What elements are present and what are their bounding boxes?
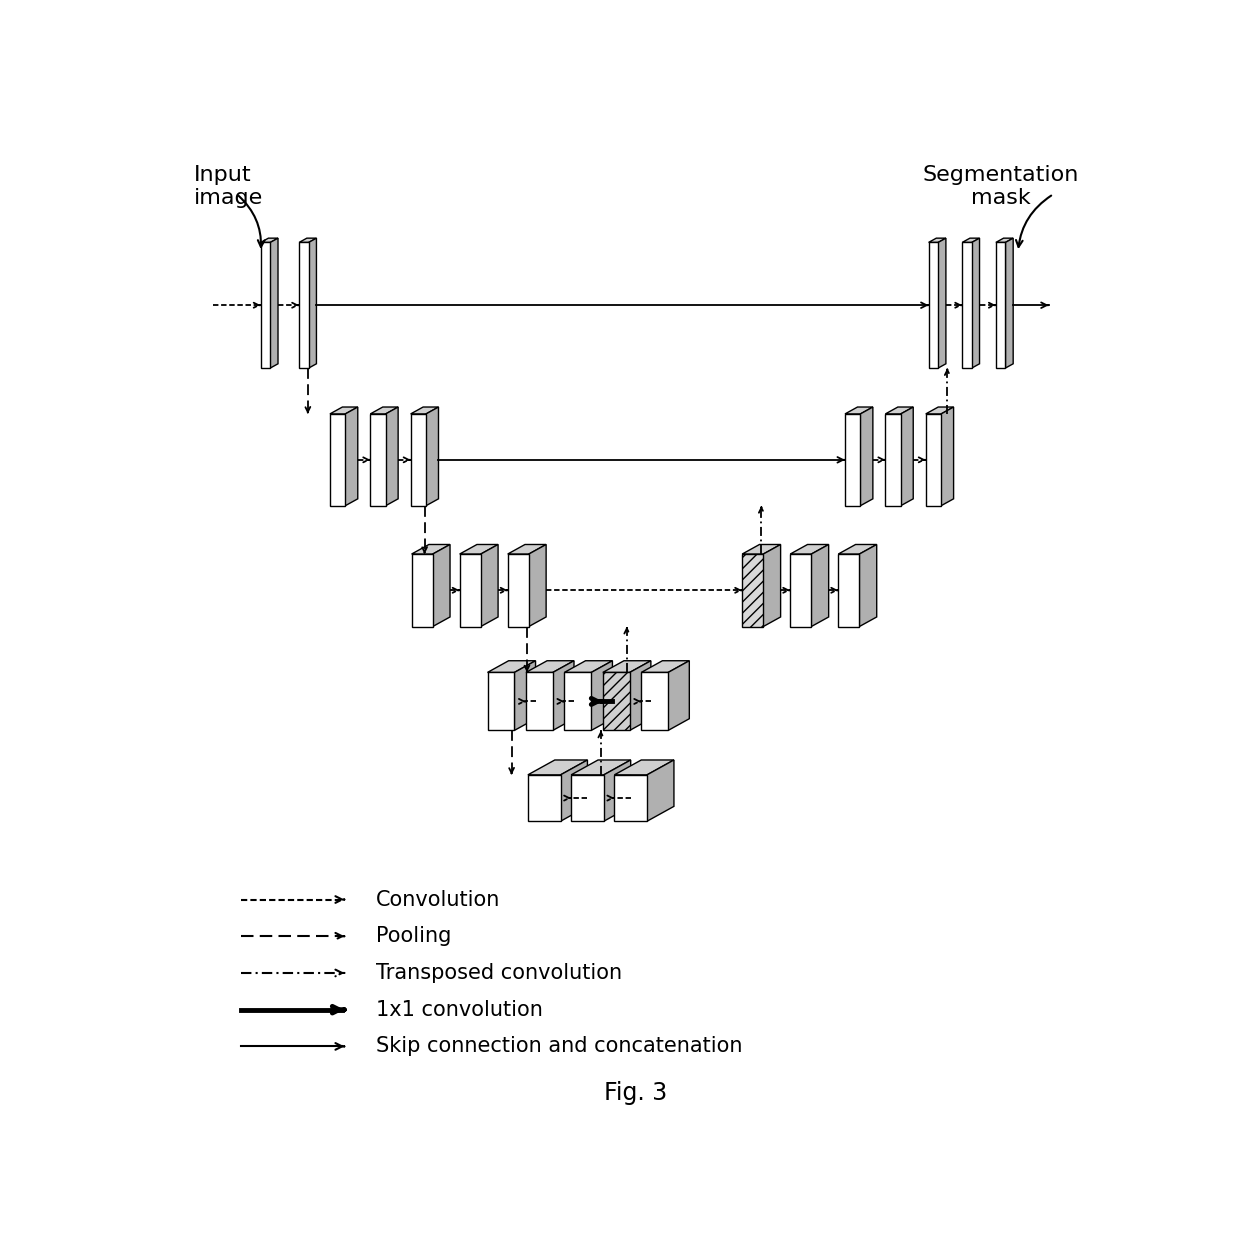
Polygon shape [412, 553, 433, 626]
Polygon shape [900, 407, 913, 506]
Polygon shape [668, 660, 689, 730]
Polygon shape [844, 414, 861, 506]
Polygon shape [743, 545, 781, 553]
Polygon shape [553, 660, 574, 730]
Polygon shape [838, 545, 877, 553]
Text: Convolution: Convolution [376, 890, 501, 910]
Polygon shape [560, 761, 588, 821]
Polygon shape [371, 407, 398, 414]
Text: Input
image: Input image [193, 166, 263, 208]
Polygon shape [572, 774, 604, 821]
Polygon shape [941, 407, 954, 506]
Polygon shape [481, 545, 498, 626]
Polygon shape [412, 545, 450, 553]
Polygon shape [260, 238, 278, 242]
Polygon shape [345, 407, 358, 506]
Polygon shape [603, 660, 651, 673]
Polygon shape [299, 238, 316, 242]
Polygon shape [564, 660, 613, 673]
Polygon shape [526, 660, 574, 673]
Polygon shape [591, 660, 613, 730]
Polygon shape [811, 545, 828, 626]
Polygon shape [410, 407, 439, 414]
Polygon shape [641, 673, 668, 730]
Polygon shape [433, 545, 450, 626]
Text: Pooling: Pooling [376, 926, 451, 946]
Polygon shape [859, 545, 877, 626]
Polygon shape [929, 238, 946, 242]
Polygon shape [885, 407, 913, 414]
Polygon shape [641, 660, 689, 673]
Polygon shape [996, 238, 1013, 242]
Text: Segmentation
mask: Segmentation mask [923, 166, 1079, 208]
Text: Transposed convolution: Transposed convolution [376, 963, 622, 983]
Polygon shape [885, 414, 900, 506]
Polygon shape [260, 242, 270, 368]
Polygon shape [528, 545, 546, 626]
Polygon shape [460, 553, 481, 626]
Polygon shape [844, 407, 873, 414]
Text: Fig. 3: Fig. 3 [604, 1081, 667, 1104]
Polygon shape [526, 673, 553, 730]
Polygon shape [330, 414, 345, 506]
Polygon shape [309, 238, 316, 368]
Polygon shape [614, 761, 675, 774]
Polygon shape [572, 761, 631, 774]
Polygon shape [962, 238, 980, 242]
Polygon shape [647, 761, 675, 821]
Polygon shape [487, 660, 536, 673]
Polygon shape [487, 673, 515, 730]
Polygon shape [564, 673, 591, 730]
Polygon shape [996, 242, 1006, 368]
Polygon shape [614, 774, 647, 821]
Polygon shape [410, 414, 427, 506]
Polygon shape [330, 407, 358, 414]
Polygon shape [743, 553, 764, 626]
Polygon shape [460, 545, 498, 553]
Polygon shape [630, 660, 651, 730]
Polygon shape [604, 761, 631, 821]
Polygon shape [790, 545, 828, 553]
Polygon shape [603, 673, 630, 730]
Text: Skip connection and concatenation: Skip connection and concatenation [376, 1037, 743, 1057]
Polygon shape [926, 407, 954, 414]
Polygon shape [299, 242, 309, 368]
Polygon shape [790, 553, 811, 626]
Polygon shape [427, 407, 439, 506]
Text: 1x1 convolution: 1x1 convolution [376, 1000, 543, 1019]
Polygon shape [861, 407, 873, 506]
Polygon shape [507, 545, 546, 553]
Polygon shape [386, 407, 398, 506]
Polygon shape [929, 242, 939, 368]
Polygon shape [270, 238, 278, 368]
Polygon shape [926, 414, 941, 506]
Polygon shape [1006, 238, 1013, 368]
Polygon shape [764, 545, 781, 626]
Polygon shape [528, 774, 560, 821]
Polygon shape [507, 553, 528, 626]
Polygon shape [939, 238, 946, 368]
Polygon shape [838, 553, 859, 626]
Polygon shape [371, 414, 386, 506]
Polygon shape [528, 761, 588, 774]
Polygon shape [515, 660, 536, 730]
Polygon shape [972, 238, 980, 368]
Polygon shape [962, 242, 972, 368]
